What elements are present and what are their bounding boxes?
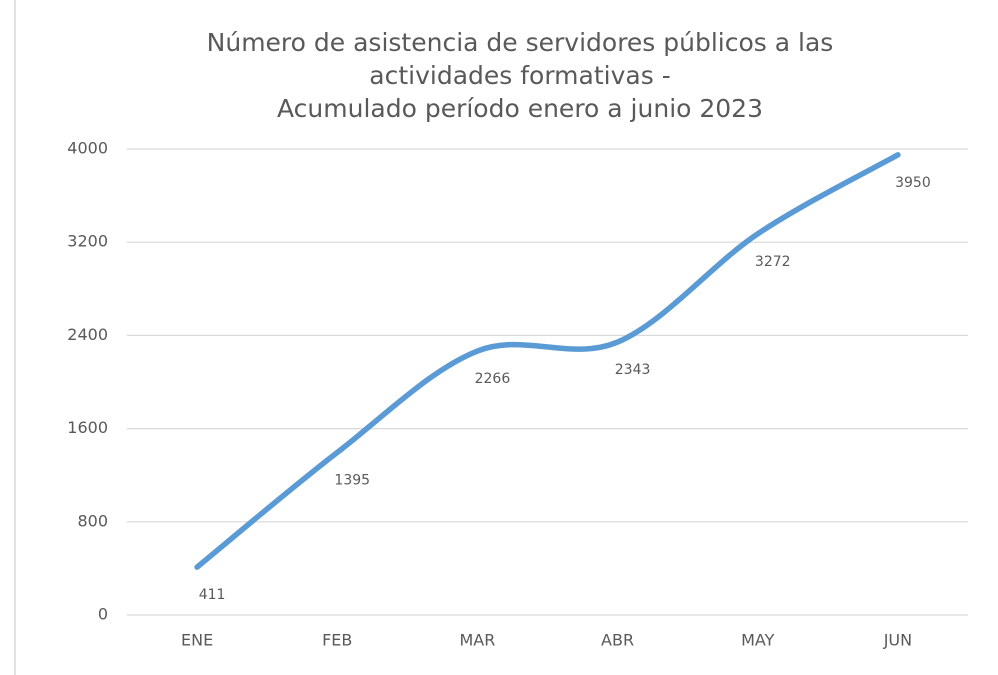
x-tick-label: ENE <box>181 631 213 650</box>
y-tick-label: 0 <box>98 605 108 624</box>
x-tick-label: FEB <box>322 631 352 650</box>
y-tick-label: 3200 <box>67 232 108 251</box>
chart-title: actividades formativas - <box>369 61 670 90</box>
data-label: 1395 <box>334 472 370 488</box>
y-tick-label: 4000 <box>67 139 108 158</box>
data-label: 3272 <box>755 254 791 270</box>
x-tick-label: ABR <box>601 631 634 650</box>
y-tick-label: 800 <box>77 511 108 530</box>
data-label: 411 <box>199 587 226 603</box>
x-tick-label: JUN <box>883 631 912 650</box>
data-label: 2266 <box>475 371 511 387</box>
data-line <box>194 152 901 570</box>
data-label: 2343 <box>615 362 651 378</box>
chart-title: Número de asistencia de servidores públi… <box>207 28 834 57</box>
y-tick-label: 1600 <box>67 418 108 437</box>
x-tick-label: MAY <box>741 631 775 650</box>
chart-frame <box>14 0 16 675</box>
data-label: 3950 <box>895 175 931 191</box>
y-tick-label: 2400 <box>67 325 108 344</box>
chart-title: Acumulado período enero a junio 2023 <box>277 94 763 123</box>
x-tick-label: MAR <box>459 631 495 650</box>
